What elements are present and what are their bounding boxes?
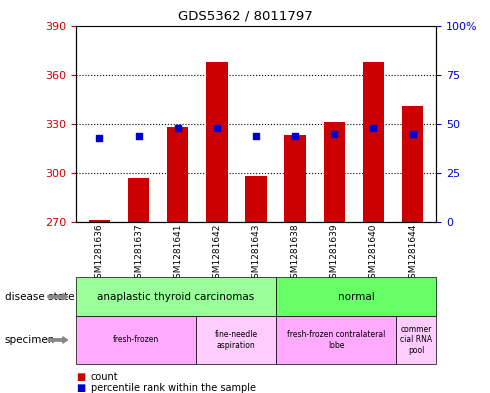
Text: specimen: specimen: [5, 335, 55, 345]
Text: disease state: disease state: [5, 292, 74, 302]
Bar: [323, 122, 345, 222]
Point: [135, 132, 143, 139]
Text: ■: ■: [76, 372, 85, 382]
Text: anaplastic thyroid carcinomas: anaplastic thyroid carcinomas: [98, 292, 255, 302]
Text: fresh-frozen: fresh-frozen: [113, 336, 159, 344]
Bar: [245, 176, 267, 222]
Bar: [363, 62, 384, 222]
Text: fine-needle
aspiration: fine-needle aspiration: [215, 330, 258, 350]
Point: [409, 130, 416, 137]
Text: normal: normal: [338, 292, 374, 302]
Point: [174, 125, 182, 131]
Bar: [89, 220, 110, 222]
Bar: [206, 62, 228, 222]
Text: ■: ■: [76, 383, 85, 393]
Bar: [402, 106, 423, 222]
Point: [96, 134, 103, 141]
Bar: [167, 127, 189, 222]
Text: percentile rank within the sample: percentile rank within the sample: [91, 383, 256, 393]
Text: GDS5362 / 8011797: GDS5362 / 8011797: [177, 10, 313, 23]
Point: [369, 125, 377, 131]
Text: fresh-frozen contralateral
lobe: fresh-frozen contralateral lobe: [287, 330, 385, 350]
Point: [213, 125, 221, 131]
Point: [330, 130, 338, 137]
Bar: [128, 178, 149, 222]
Text: commer
cial RNA
pool: commer cial RNA pool: [400, 325, 432, 355]
Point: [291, 132, 299, 139]
Point: [252, 132, 260, 139]
Text: count: count: [91, 372, 118, 382]
Bar: [284, 135, 306, 222]
